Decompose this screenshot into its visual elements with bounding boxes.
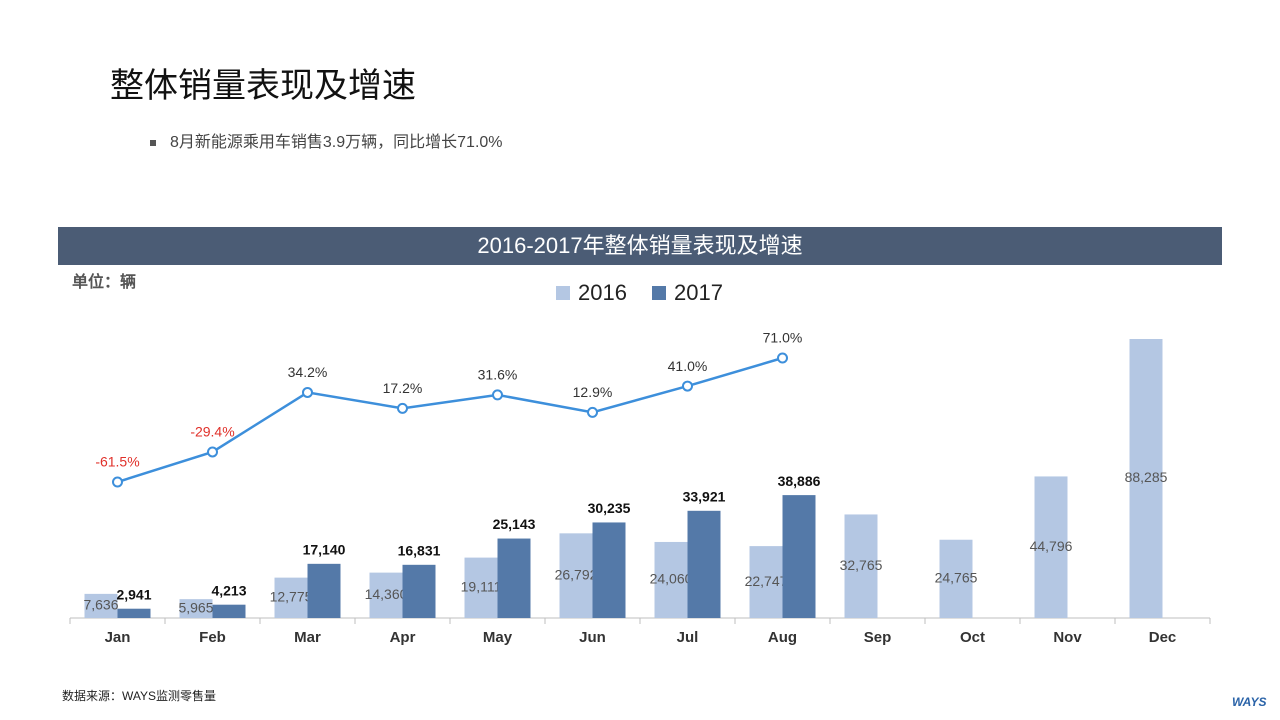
- unit-label: 单位：辆: [72, 272, 136, 291]
- value-label: 32,765: [840, 557, 883, 573]
- growth-point: [302, 386, 313, 398]
- growth-label: 12.9%: [573, 384, 613, 400]
- slide-title: 整体销量表现及增速: [110, 67, 416, 105]
- bar: [592, 522, 626, 618]
- value-label: 17,140: [303, 542, 346, 558]
- legend-label: 2017: [674, 280, 723, 305]
- bar: [749, 546, 783, 618]
- bar: [559, 533, 593, 618]
- bar: [117, 608, 151, 618]
- growth-point: [397, 402, 408, 414]
- value-label: 22,747: [745, 573, 788, 589]
- value-label: 24,765: [935, 570, 978, 586]
- bar: [939, 539, 973, 618]
- x-tick-label: Mar: [294, 629, 321, 646]
- legend-label: 2016: [578, 280, 627, 305]
- growth-label: 17.2%: [383, 380, 423, 396]
- bullet-text: 8月新能源乘用车销售3.9万辆，同比增长71.0%: [170, 133, 503, 151]
- value-label: 25,143: [493, 516, 536, 532]
- x-tick-label: Sep: [864, 629, 892, 646]
- value-label: 12,775: [270, 589, 313, 605]
- value-label: 44,796: [1030, 538, 1073, 554]
- x-tick-label: Feb: [199, 629, 226, 646]
- bar: [212, 604, 246, 618]
- growth-point: [587, 406, 598, 418]
- value-label: 2,941: [116, 586, 151, 602]
- bullet-mark: [150, 140, 156, 146]
- bar: [307, 563, 341, 618]
- legend-swatch: [652, 286, 666, 300]
- x-tick-label: Aug: [768, 629, 797, 646]
- source: 数据来源：WAYS监测零售量: [62, 688, 216, 703]
- growth-point: [492, 389, 503, 401]
- growth-label: 34.2%: [288, 364, 328, 380]
- bar: [782, 495, 816, 618]
- bar: [84, 593, 118, 618]
- x-tick-label: Nov: [1053, 629, 1082, 646]
- value-label: 16,831: [398, 543, 441, 559]
- growth-point: [777, 352, 788, 364]
- chart-title: 2016-2017年整体销量表现及增速: [477, 233, 802, 258]
- bar: [1129, 339, 1163, 618]
- value-label: 88,285: [1125, 469, 1168, 485]
- x-tick-label: May: [483, 629, 513, 646]
- x-tick-label: Dec: [1149, 629, 1177, 646]
- x-tick-label: Jan: [105, 629, 131, 646]
- chart-banner: [58, 227, 1222, 265]
- bar: [654, 541, 688, 618]
- value-label: 38,886: [778, 473, 821, 489]
- logo: WAYS: [1232, 695, 1266, 709]
- growth-point: [682, 380, 693, 392]
- growth-label: 71.0%: [763, 330, 803, 346]
- value-label: 19,111: [461, 579, 502, 595]
- x-tick-label: Oct: [960, 629, 985, 646]
- bar: [464, 557, 498, 618]
- bar: [687, 510, 721, 618]
- growth-label: 41.0%: [668, 358, 708, 374]
- bar: [179, 599, 213, 618]
- x-tick-label: Jul: [677, 629, 699, 646]
- value-label: 30,235: [588, 500, 631, 516]
- bar: [402, 564, 436, 618]
- growth-point: [112, 476, 123, 488]
- legend-swatch: [556, 286, 570, 300]
- x-tick-label: Apr: [390, 629, 416, 646]
- value-label: 4,213: [211, 582, 246, 598]
- value-label: 5,965: [178, 599, 213, 615]
- value-label: 14,360: [365, 586, 408, 602]
- bar: [844, 514, 878, 618]
- x-tick-label: Jun: [579, 629, 606, 646]
- growth-label: -29.4%: [190, 424, 234, 440]
- value-label: 24,060: [650, 571, 693, 587]
- value-label: 33,921: [683, 489, 726, 505]
- growth-point: [207, 446, 218, 458]
- growth-line: [117, 356, 783, 484]
- growth-label: -61.5%: [95, 454, 139, 470]
- value-label: 26,792: [555, 566, 598, 582]
- bar: [369, 572, 403, 618]
- value-label: 7,636: [83, 597, 118, 613]
- bar: [274, 577, 308, 618]
- growth-label: 31.6%: [478, 367, 518, 383]
- bar: [497, 538, 531, 618]
- bar: [1034, 476, 1068, 618]
